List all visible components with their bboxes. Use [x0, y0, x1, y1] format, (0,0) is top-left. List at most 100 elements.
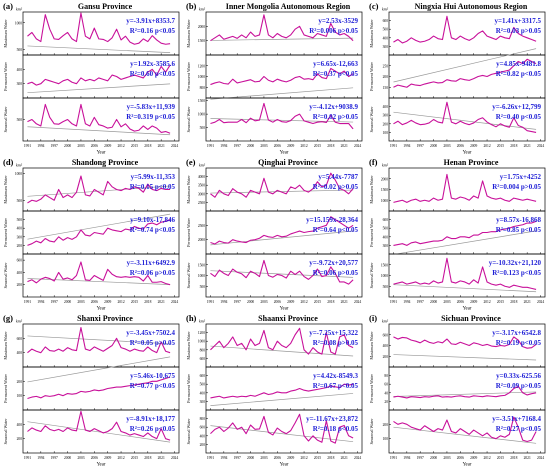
data-point — [290, 271, 291, 272]
y-tick-label: 800 — [200, 417, 206, 421]
subplot-seasonal-water: 500 Seasonal Water y=-5.83x+11,939 R²=0.319… — [3, 97, 180, 142]
data-point — [303, 232, 304, 233]
data-point — [259, 193, 260, 194]
x-tick-label: 2024 — [354, 144, 361, 148]
data-point — [58, 124, 59, 125]
data-point — [134, 131, 135, 132]
x-tick-label: 2012 — [483, 144, 490, 148]
x-tick-label: 2024 — [354, 300, 361, 304]
data-point — [36, 85, 37, 86]
data-point — [116, 76, 117, 77]
data-point — [460, 35, 461, 36]
data-point — [531, 288, 532, 289]
data-point — [482, 396, 483, 397]
data-point — [85, 36, 86, 37]
data-point — [254, 345, 255, 346]
x-tick-label: 2018 — [144, 144, 151, 148]
data-point — [71, 123, 72, 124]
x-tick-label: 2003 — [443, 456, 450, 460]
y-tick-label: 400 — [17, 423, 23, 427]
data-point — [98, 277, 99, 278]
data-point — [210, 40, 211, 41]
data-point — [71, 394, 72, 395]
data-point — [281, 392, 282, 393]
data-point — [295, 390, 296, 391]
data-point — [420, 243, 421, 244]
data-point — [352, 347, 353, 348]
x-tick-label: 2018 — [327, 300, 334, 304]
data-point — [460, 196, 461, 197]
data-point — [259, 276, 260, 277]
data-point — [241, 343, 242, 344]
data-point — [241, 396, 242, 397]
y-tick-label: 1000 — [15, 21, 22, 25]
x-tick-label: 2015 — [131, 300, 138, 304]
data-point — [147, 41, 148, 42]
trend-r2: R²=0.67 p<0.05 — [313, 382, 359, 390]
data-point — [228, 243, 229, 244]
y-tick-label: 200 — [383, 122, 389, 126]
data-point — [504, 395, 505, 396]
data-point — [49, 29, 50, 30]
data-point — [286, 392, 287, 393]
data-point — [393, 336, 394, 337]
data-point — [237, 122, 238, 123]
data-point — [495, 285, 496, 286]
data-point — [420, 397, 421, 398]
data-point — [219, 270, 220, 271]
data-point — [223, 193, 224, 194]
data-point — [40, 199, 41, 200]
data-point — [125, 386, 126, 387]
trend-line — [393, 391, 537, 397]
data-point — [415, 341, 416, 342]
data-point — [246, 197, 247, 198]
data-point — [120, 79, 121, 80]
subplot-maximum-water: 2500 3000 3500 4000 km² Maximum Water y=5.44x-… — [186, 163, 363, 212]
trend-r2: R²=0.16 p<0.05 — [130, 27, 176, 35]
subplot-seasonal-water: 200 400 600 Seasonal Water y=-3.11x+6492.9 R²… — [3, 253, 180, 298]
data-point — [277, 119, 278, 120]
subplot-seasonal-water: 500 1000 1500 Seasonal Water y=-4.12x+9038.9… — [186, 97, 363, 142]
data-point — [246, 242, 247, 243]
data-point — [263, 416, 264, 417]
y-tick-label: 300 — [17, 82, 23, 86]
series-line — [27, 219, 171, 246]
x-tick-label: 1997 — [234, 456, 241, 460]
data-point — [442, 39, 443, 40]
data-point — [246, 349, 247, 350]
series-line — [27, 64, 171, 86]
data-point — [107, 80, 108, 81]
row-label: Permanent Water — [369, 374, 374, 403]
data-point — [402, 337, 403, 338]
data-point — [504, 125, 505, 126]
data-point — [513, 285, 514, 286]
data-point — [112, 428, 113, 429]
panel-letter: (h) — [186, 313, 197, 323]
data-point — [464, 123, 465, 124]
data-point — [76, 125, 77, 126]
series-line — [27, 261, 171, 286]
data-point — [228, 427, 229, 428]
data-point — [152, 125, 153, 126]
x-tick-label: 2015 — [314, 300, 321, 304]
series-line — [210, 102, 354, 130]
x-tick-label: 2000 — [247, 456, 254, 460]
data-point — [504, 37, 505, 38]
data-point — [228, 397, 229, 398]
data-point — [402, 124, 403, 125]
x-tick-label: 2012 — [300, 456, 307, 460]
data-point — [277, 190, 278, 191]
data-point — [495, 39, 496, 40]
data-point — [406, 337, 407, 338]
trend-r2: R²=0.03 p>0.05 — [496, 27, 542, 35]
row-label: Maximum Water — [369, 175, 374, 204]
data-point — [433, 396, 434, 397]
trend-line — [27, 213, 171, 240]
data-point — [116, 338, 117, 339]
data-point — [277, 274, 278, 275]
data-point — [348, 123, 349, 124]
data-point — [299, 185, 300, 186]
y-tick-label: 400 — [17, 271, 23, 275]
data-point — [397, 85, 398, 86]
